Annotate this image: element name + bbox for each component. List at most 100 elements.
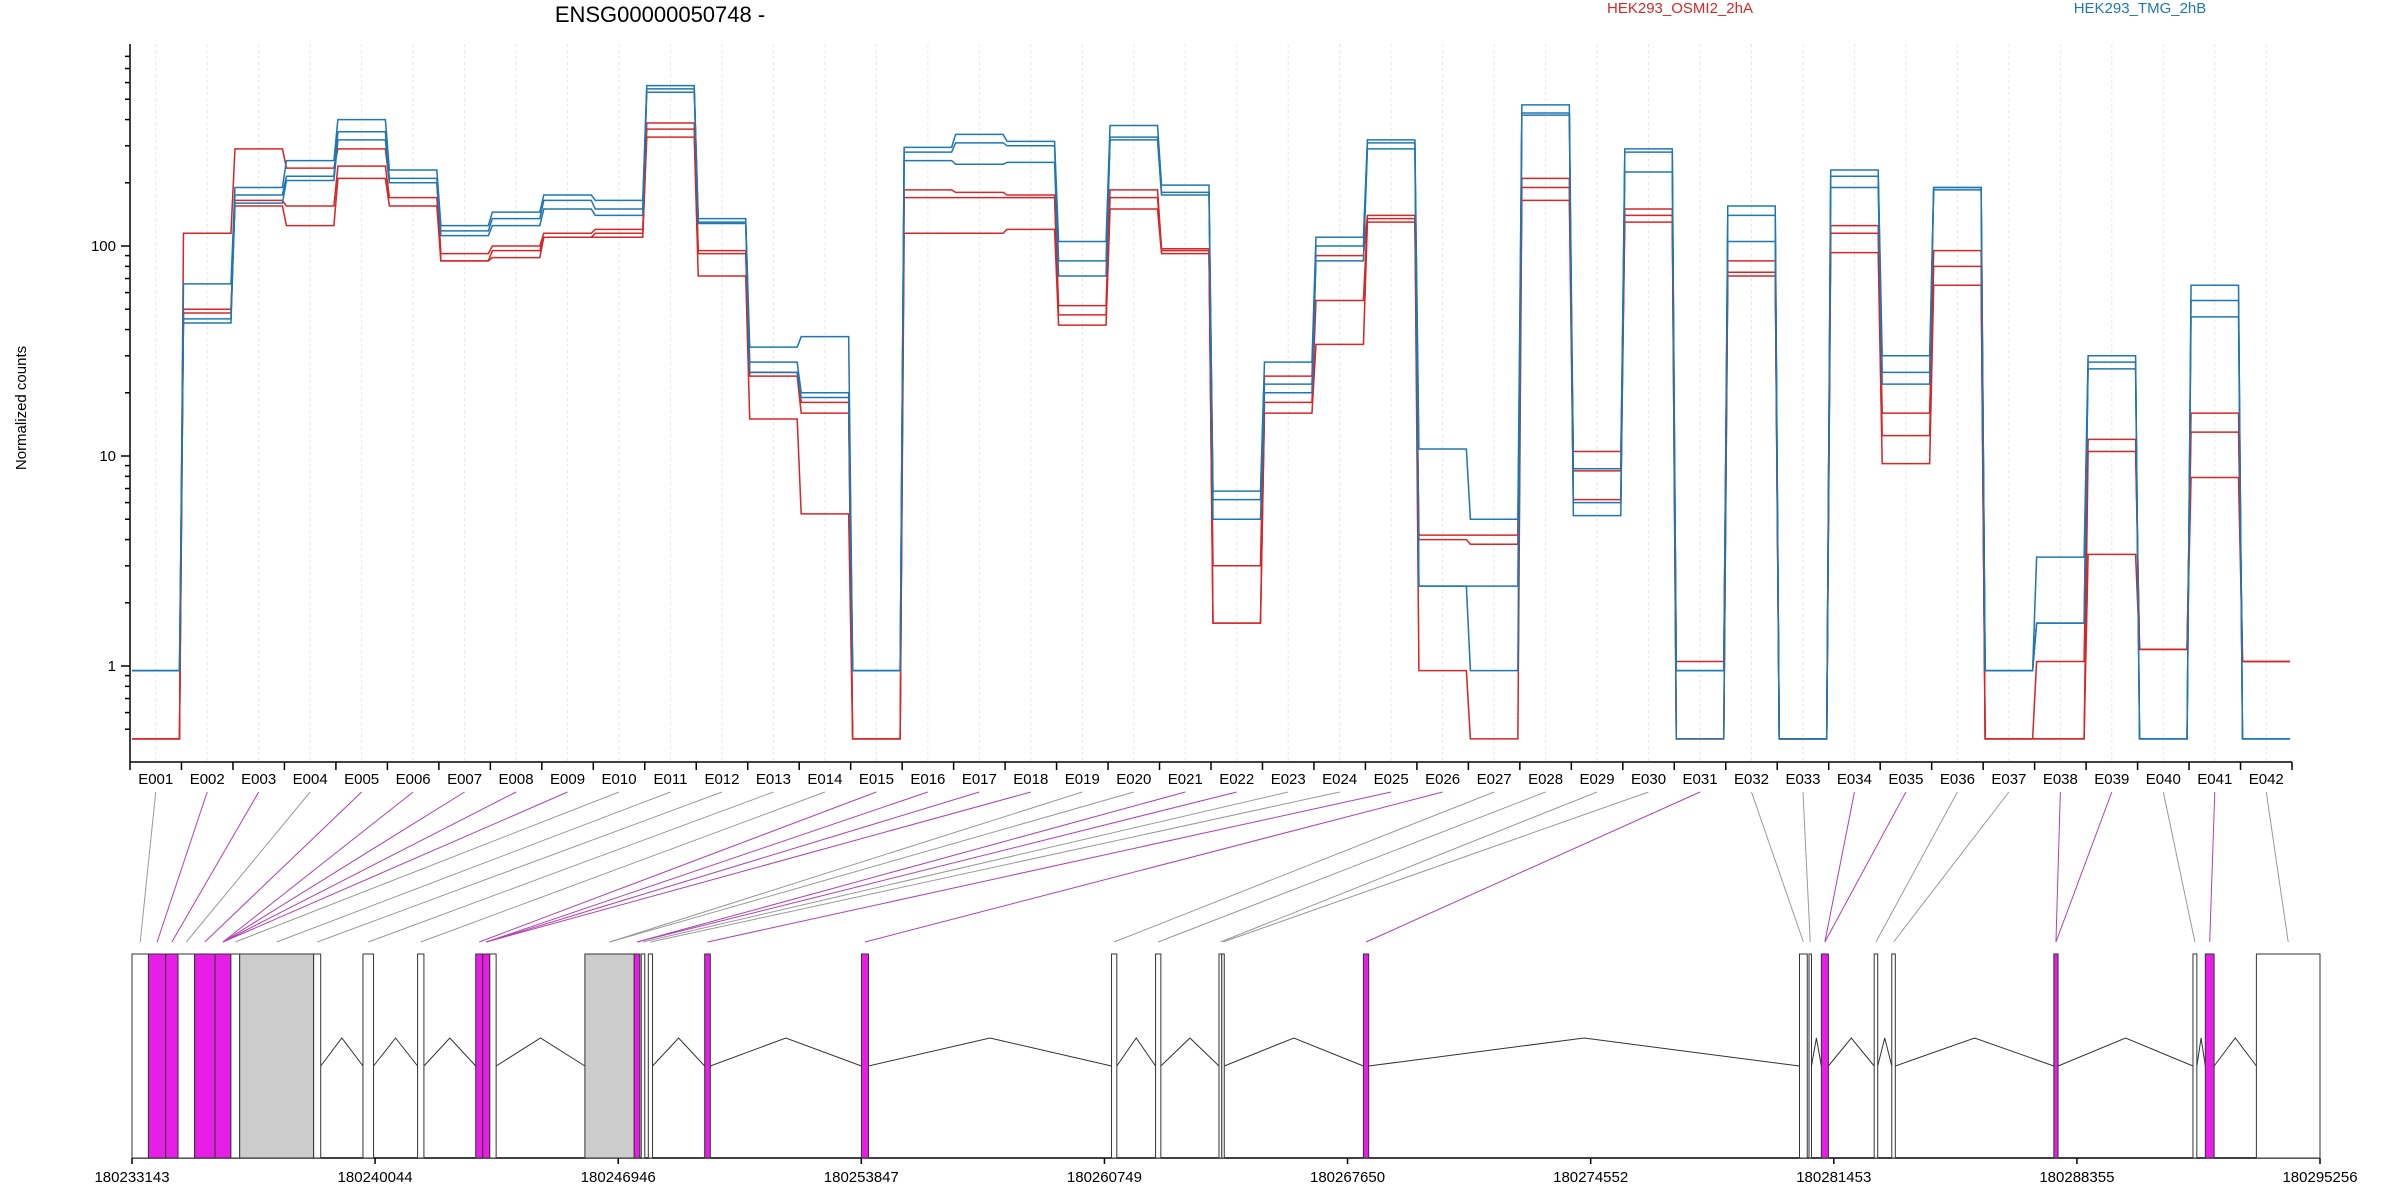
series-connector [1774,241,1780,739]
x-tick-label-E030: E030 [1631,771,1666,788]
series-connector [1208,253,1214,624]
series-connector [1259,413,1266,624]
exon-link-E009 [222,791,568,943]
exon-link-E020 [609,791,1134,943]
exon-E018 [647,953,654,1159]
x-tick-label-E031: E031 [1683,771,1718,788]
series-connector [1517,115,1523,671]
series-connector [1156,139,1163,196]
exon-link-E035 [1824,791,1907,943]
x-tick-label-E025: E025 [1374,771,1409,788]
series-connector [796,362,802,393]
series-connector [1414,218,1420,671]
intron-line [423,1037,477,1067]
exon-E003 [165,953,179,1159]
x-tick-label-E002: E002 [190,771,225,788]
exon-link-E008 [222,791,517,943]
series-connector [1620,172,1626,516]
exon-link-E042 [2265,791,2289,943]
series-connector [2032,557,2038,671]
series-connector [384,178,390,207]
series-connector [1105,209,1111,326]
series-connector [1465,670,1471,739]
genomic-coordinate-label: 180233143 [94,1169,169,1186]
exon-E010 [362,953,375,1159]
intron-line [2057,1037,2194,1067]
series-connector [436,205,442,261]
series-connector [1002,161,1008,165]
genomic-coordinate-label: 180274552 [1553,1169,1628,1186]
exon-E017 [640,953,646,1159]
y-tick-label: 10 [99,448,116,465]
exon-link-E029 [1220,791,1598,943]
exon-E006 [214,953,232,1159]
series-connector [848,513,854,739]
exon-E034 [2255,953,2321,1159]
x-tick-label-E042: E042 [2249,771,2284,788]
exon-E016 [633,953,641,1159]
series-connector [1002,134,1008,142]
series-connector [590,200,596,210]
series-connector [281,160,288,188]
x-tick-label-E035: E035 [1888,771,1923,788]
series-connector [178,322,185,671]
x-tick-label-E008: E008 [499,771,534,788]
exon-link-E028 [1158,791,1546,943]
exon-link-E001 [139,791,157,943]
series-connector [281,205,288,226]
series-connector [899,160,905,671]
exon-link-E037 [1893,791,2010,943]
exon-link-E021 [636,791,1186,943]
series-connector [1105,139,1111,276]
x-tick-label-E020: E020 [1116,771,1151,788]
exon-E019 [704,953,711,1159]
series-lines [132,84,2290,740]
exon-E009 [313,953,322,1159]
intron-line [2196,1037,2206,1067]
exon-link-E024 [650,791,1340,943]
x-tick-label-E006: E006 [396,771,431,788]
exon-E025 [1362,953,1370,1159]
intron-line [320,1037,364,1067]
exon-link-E023 [642,791,1289,943]
series-connector [1002,191,1008,196]
x-tick-label-E040: E040 [2146,771,2181,788]
exon-link-E034 [1824,791,1855,943]
series-connector [333,166,339,207]
series-line-5 [132,91,2290,740]
exon-link-E026 [864,791,1443,943]
intron-line [868,1037,1112,1067]
series-connector [1671,172,1677,671]
series-connector [384,166,390,198]
exon-link-E022 [636,791,1237,943]
x-tick-label-E013: E013 [756,771,791,788]
series-connector [1362,222,1369,345]
genomic-coordinate-label: 180267650 [1310,1169,1385,1186]
exon-E031 [2053,953,2059,1159]
x-tick-label-E041: E041 [2197,771,2232,788]
intron-line [710,1037,862,1067]
x-tick-label-E005: E005 [344,771,379,788]
genomic-coordinate-label: 180281453 [1796,1169,1871,1186]
series-connector [1362,148,1369,261]
intron-line [1224,1037,1364,1067]
series-connector [487,225,493,236]
series-connector [590,208,596,216]
exon-E024 [1221,953,1225,1159]
x-tick-label-E014: E014 [807,771,842,788]
legend-entry-osmi2: HEK293_OSMI2_2hA [1607,0,1753,17]
legend-entry-tmg: HEK293_TMG_2hB [2074,0,2207,17]
x-tick-label-E027: E027 [1477,771,1512,788]
intron-line [1810,1037,1822,1067]
x-tick-label-E023: E023 [1271,771,1306,788]
exon-E029 [1873,953,1879,1159]
exon-E026 [1798,953,1808,1159]
exon-link-E007 [222,791,465,943]
exon-E028 [1820,953,1829,1159]
series-connector [1568,115,1574,516]
series-connector [436,182,442,236]
intron-line [495,1037,586,1067]
series-connector [951,142,957,153]
intron-line [1368,1037,1800,1067]
series-connector [1980,189,1986,671]
